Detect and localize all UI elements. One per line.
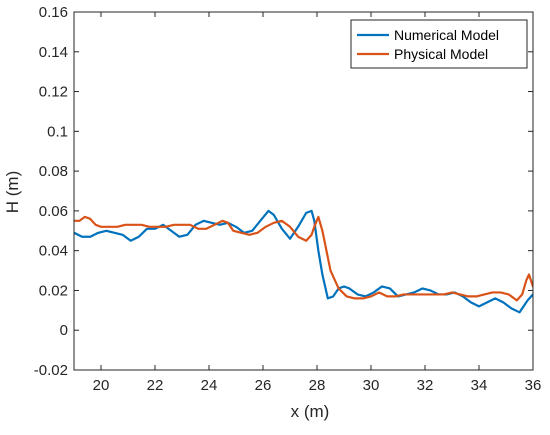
y-tick-label: -0.02 [34,362,68,379]
x-tick-label: 28 [309,377,326,394]
x-tick-label: 34 [471,377,488,394]
series-layer [74,209,533,314]
plot-background [74,12,533,370]
plot-area [74,12,533,370]
x-tick-label: 24 [201,377,218,394]
y-axis-ticks: -0.02 0 0.02 0.04 0.06 0.08 0.1 0.12 0.14 0.16 [34,4,533,379]
x-tick-label: 32 [417,377,434,394]
y-tick-label: 0.02 [39,282,68,299]
y-tick-label: 0.04 [39,243,68,260]
axes [73,11,534,371]
x-tick-label: 30 [363,377,380,394]
x-tick-label: 26 [255,377,272,394]
legend-label: Numerical Model [394,27,499,43]
y-tick-label: 0.08 [39,163,68,180]
legend: Numerical Model Physical Model [350,19,528,69]
x-tick-label: 22 [147,377,164,394]
y-tick-label: 0.06 [39,203,68,220]
x-axis-label: x (m) [291,402,330,421]
legend-box [350,19,528,69]
legend-label: Physical Model [394,46,488,62]
x-tick-label: 36 [525,377,542,394]
y-tick-label: 0.1 [47,123,68,140]
y-tick-label: 0.16 [39,4,68,21]
y-axis-label: H (m) [3,171,22,213]
y-tick-label: 0.12 [39,84,68,101]
y-tick-label: 0 [60,322,68,339]
y-tick-label: 0.14 [39,44,68,61]
x-axis-ticks: 20 22 24 26 28 30 32 34 36 [93,12,542,394]
x-tick-label: 20 [93,377,110,394]
series-line-physical-model [74,215,533,302]
axes-box [73,11,534,371]
